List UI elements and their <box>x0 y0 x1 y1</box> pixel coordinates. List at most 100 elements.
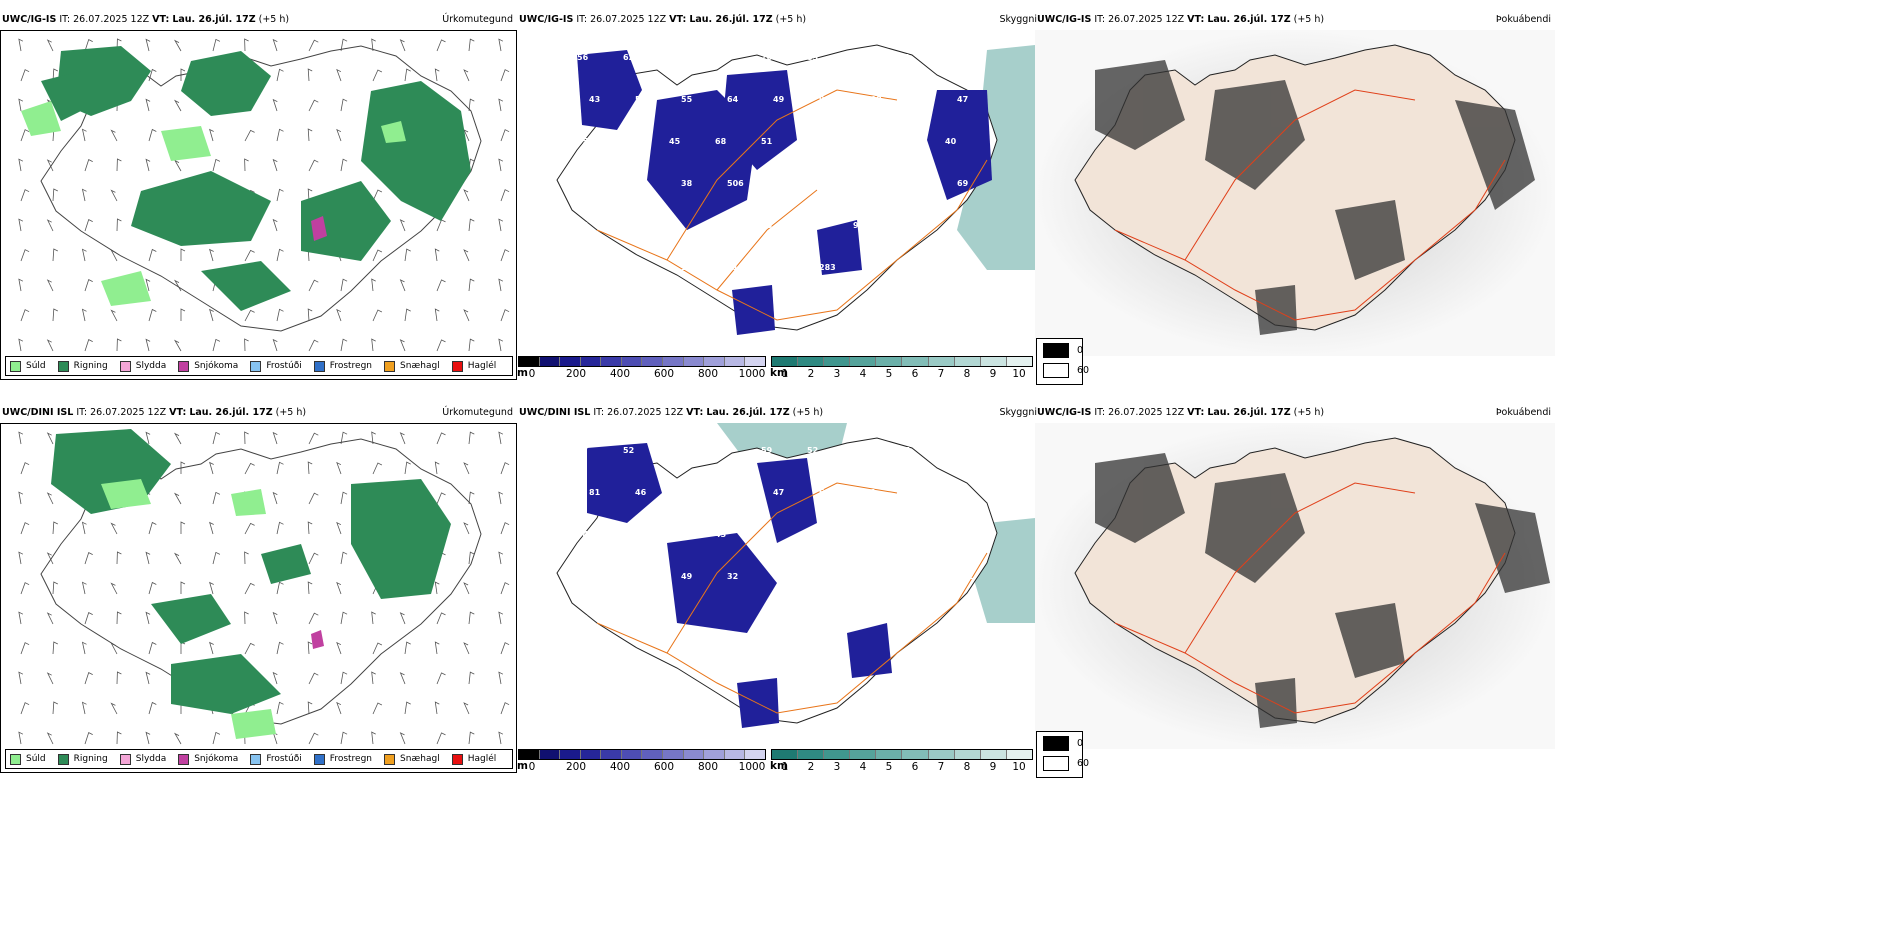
panel-header: UWC/IG-IS IT: 26.07.2025 12Z VT: Lau. 26… <box>517 12 1037 28</box>
visibility-value: 38 <box>761 530 773 539</box>
wind-barb <box>173 339 182 352</box>
visibility-map-top: 56 62 46 44 70 53 50 11 86 43 51 55 64 49 94 108 73 47 35 6… <box>517 30 1035 356</box>
wind-barb <box>81 701 87 715</box>
wind-barb <box>436 279 446 292</box>
visibility-value: 62 <box>623 53 634 62</box>
wind-barb <box>145 671 151 685</box>
wind-barb <box>18 38 24 52</box>
visibility-value: 40 <box>945 137 957 146</box>
wind-barb <box>173 492 182 505</box>
wind-barb <box>371 611 376 625</box>
wind-barb <box>18 338 24 352</box>
wind-barb <box>371 278 376 292</box>
wind-barb <box>212 158 221 172</box>
wind-barb <box>498 731 504 745</box>
wind-barb <box>468 98 475 112</box>
wind-barb <box>18 611 24 625</box>
wind-barb <box>308 39 319 52</box>
wind-barb <box>46 432 54 445</box>
wind-barb <box>340 431 348 445</box>
wind-barb <box>145 98 151 112</box>
visibility-value: 28 <box>623 221 635 230</box>
visibility-value: 35 <box>727 488 739 497</box>
wind-barb <box>180 521 186 534</box>
wind-barb <box>336 308 342 322</box>
wind-barb <box>308 672 319 685</box>
wind-barb <box>308 279 319 292</box>
visibility-value: 70 <box>761 53 773 62</box>
visibility-value: 53 <box>635 572 646 581</box>
wind-barb <box>180 641 186 654</box>
panel-header: UWC/IG-IS IT: 26.07.2025 12Z VT: Lau. 26… <box>0 12 517 28</box>
visibility-value: 43 <box>589 95 600 104</box>
wind-barb <box>468 431 475 445</box>
iceland-land <box>1074 437 1516 724</box>
wind-barb <box>372 309 383 322</box>
visibility-value: 64 <box>623 530 635 539</box>
colorbar-tick-label: 5 <box>885 368 893 380</box>
wind-barb <box>46 279 54 292</box>
wind-barb <box>173 432 182 445</box>
wind-barb <box>209 308 214 322</box>
wind-barb <box>276 521 284 535</box>
visibility-value: 49 <box>773 95 785 104</box>
visibility-value: 51 <box>635 95 647 104</box>
colorbar-tick-label: 0 <box>528 761 536 773</box>
wind-barb <box>340 611 348 625</box>
wind-barb <box>399 39 406 52</box>
visibility-value: 48 <box>945 530 957 539</box>
wind-barb <box>180 461 186 474</box>
wind-barb <box>244 551 249 565</box>
legend-item-snjokoma: Snjókoma <box>178 360 238 372</box>
visibility-value: 123 <box>773 263 790 272</box>
wind-barb <box>336 641 342 655</box>
wind-barb <box>212 431 221 445</box>
wind-barb <box>399 732 406 745</box>
visibility-value: 45 <box>669 137 681 146</box>
wind-barb <box>468 491 475 505</box>
wind-barb <box>116 731 122 745</box>
wind-barb <box>498 611 504 625</box>
visibility-value: 443 <box>635 263 652 272</box>
wind-barb <box>209 581 214 595</box>
wind-barb <box>84 39 93 52</box>
colorbar-tick-label: 10 <box>1012 761 1026 773</box>
visibility-value: 75 <box>945 446 957 455</box>
drizzle-areas <box>101 479 276 739</box>
wind-barb <box>46 672 54 685</box>
wind-barb <box>500 522 510 535</box>
wind-barb <box>52 581 58 595</box>
wind-barb <box>244 158 249 172</box>
wind-barb <box>500 249 510 262</box>
fog-map-bottom <box>1035 423 1555 749</box>
wind-barb <box>18 671 24 685</box>
visibility-value: 506 <box>727 179 744 188</box>
wind-barb <box>307 308 313 322</box>
wind-barb <box>212 38 221 52</box>
wind-barb <box>371 338 376 352</box>
wind-barb <box>173 732 182 745</box>
wind-barb <box>498 431 504 445</box>
wind-barb <box>500 129 510 142</box>
visibility-value: 86 <box>945 221 957 230</box>
wind-barb <box>463 189 470 202</box>
colorbar-tick-label: 2 <box>807 368 815 380</box>
wind-barb <box>404 308 411 322</box>
wind-barb <box>18 158 24 172</box>
legend-item-haglel: Haglél <box>451 360 496 372</box>
wind-barb <box>372 189 383 202</box>
wind-barb <box>468 278 475 292</box>
panel-type-label: Skyggni <box>999 14 1037 25</box>
wind-barb <box>498 338 504 352</box>
visibility-value: 68 <box>715 137 727 146</box>
wind-barb <box>84 552 93 565</box>
legend-item-rigning: Rigning <box>57 753 108 765</box>
wind-barb <box>463 69 470 82</box>
wind-barb <box>272 218 278 232</box>
wind-barb <box>434 701 440 715</box>
visibility-value: 42 <box>669 530 680 539</box>
colorbar-tick-label: 10 <box>1012 368 1026 380</box>
visibility-value: 133 <box>589 572 606 581</box>
precip-map-bottom: Súld Rigning Slydda Snjókoma Frostúði Fr… <box>0 423 517 773</box>
legend-item-sudl: Súld <box>10 753 46 765</box>
